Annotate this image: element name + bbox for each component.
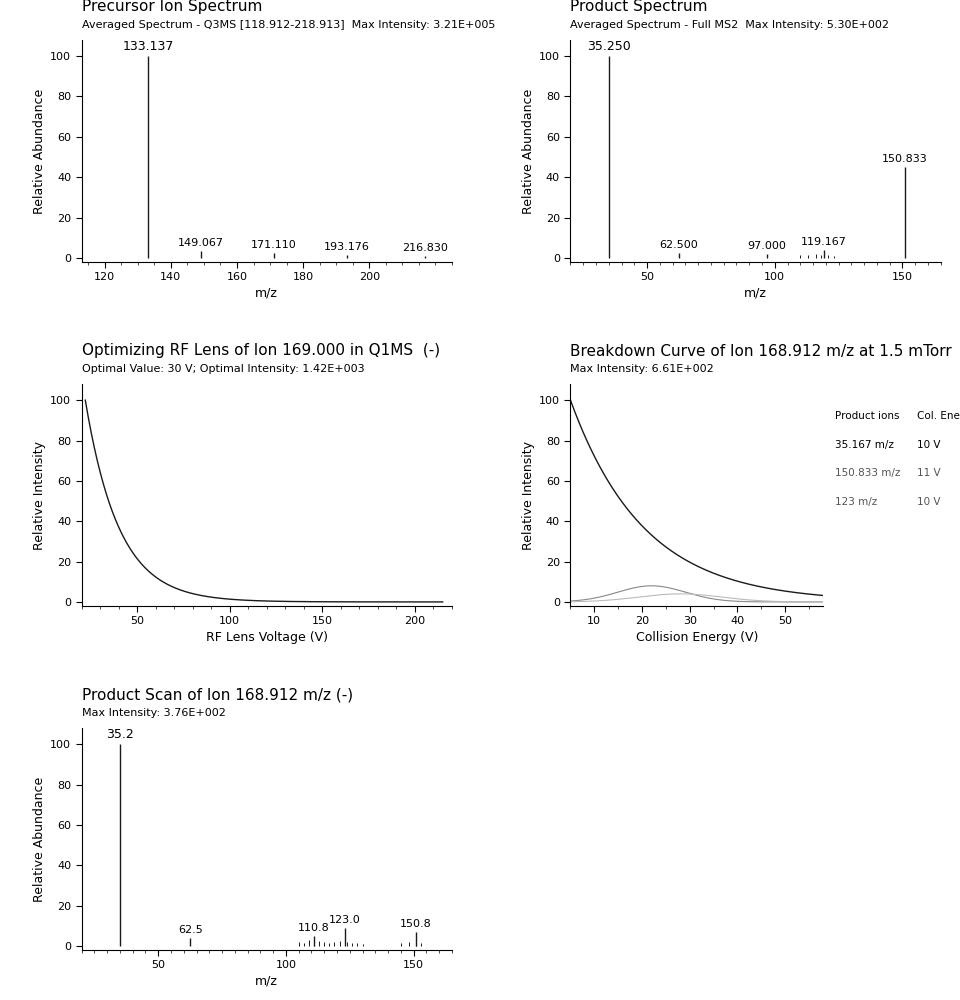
Text: Max Intensity: 6.61E+002: Max Intensity: 6.61E+002 (570, 364, 714, 374)
Text: 119.167: 119.167 (801, 237, 847, 247)
Text: 110.8: 110.8 (298, 923, 329, 933)
Text: Precursor Ion Spectrum: Precursor Ion Spectrum (82, 0, 262, 14)
Text: 35.250: 35.250 (588, 40, 632, 53)
Y-axis label: Relative Abundance: Relative Abundance (33, 88, 46, 214)
Y-axis label: Relative Intensity: Relative Intensity (33, 440, 46, 550)
Text: Averaged Spectrum - Full MS2  Max Intensity: 5.30E+002: Averaged Spectrum - Full MS2 Max Intensi… (570, 20, 890, 30)
Text: Breakdown Curve of Ion 168.912 m/z at 1.5 mTorr  (-): Breakdown Curve of Ion 168.912 m/z at 1.… (570, 343, 960, 358)
Text: Optimal Value: 30 V; Optimal Intensity: 1.42E+003: Optimal Value: 30 V; Optimal Intensity: … (82, 364, 364, 374)
X-axis label: Collision Energy (V): Collision Energy (V) (636, 631, 758, 644)
Text: 10 V: 10 V (917, 440, 941, 450)
Text: 97.000: 97.000 (748, 241, 786, 251)
Text: 150.833 m/z: 150.833 m/z (834, 468, 900, 478)
Text: Product Scan of Ion 168.912 m/z (-): Product Scan of Ion 168.912 m/z (-) (82, 687, 352, 702)
Y-axis label: Relative Abundance: Relative Abundance (522, 88, 535, 214)
Text: Col. Energy: Col. Energy (917, 411, 960, 421)
Text: 193.176: 193.176 (324, 242, 370, 252)
Text: Optimizing RF Lens of Ion 169.000 in Q1MS  (-): Optimizing RF Lens of Ion 169.000 in Q1M… (82, 343, 440, 358)
Text: 123.0: 123.0 (328, 915, 361, 925)
Text: 150.833: 150.833 (881, 154, 927, 164)
X-axis label: m/z: m/z (255, 975, 278, 988)
Text: 150.8: 150.8 (399, 919, 432, 929)
X-axis label: m/z: m/z (744, 287, 767, 300)
Text: Product Spectrum: Product Spectrum (570, 0, 708, 14)
Text: 216.830: 216.830 (402, 243, 448, 253)
Text: 123 m/z: 123 m/z (834, 497, 876, 507)
Text: Averaged Spectrum - Q3MS [118.912-218.913]  Max Intensity: 3.21E+005: Averaged Spectrum - Q3MS [118.912-218.91… (82, 20, 495, 30)
Text: 35.167 m/z: 35.167 m/z (834, 440, 894, 450)
X-axis label: m/z: m/z (255, 287, 278, 300)
Text: 35.2: 35.2 (107, 728, 134, 741)
Text: Product ions: Product ions (834, 411, 900, 421)
Text: 133.137: 133.137 (123, 40, 174, 53)
Text: 10 V: 10 V (917, 497, 941, 507)
Text: 11 V: 11 V (917, 468, 941, 478)
Y-axis label: Relative Intensity: Relative Intensity (522, 440, 535, 550)
Text: 62.5: 62.5 (178, 925, 203, 935)
Text: 171.110: 171.110 (251, 240, 297, 250)
Text: 149.067: 149.067 (178, 238, 224, 248)
Text: 62.500: 62.500 (660, 240, 698, 250)
X-axis label: RF Lens Voltage (V): RF Lens Voltage (V) (205, 631, 327, 644)
Text: Max Intensity: 3.76E+002: Max Intensity: 3.76E+002 (82, 708, 226, 718)
Y-axis label: Relative Abundance: Relative Abundance (33, 776, 46, 902)
